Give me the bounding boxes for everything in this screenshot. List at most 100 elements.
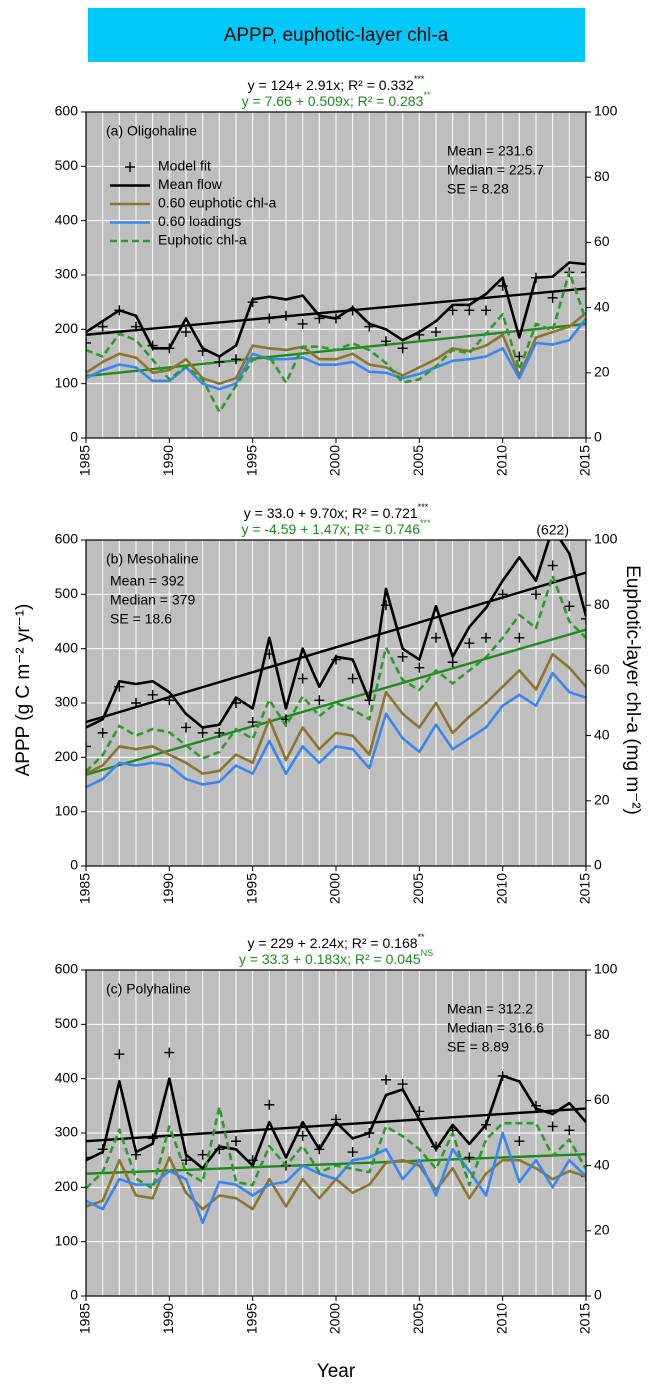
- y-axis-label: APPP (g C m⁻² yr⁻¹): [13, 604, 34, 777]
- x-tick-label: 1985: [77, 1303, 93, 1334]
- y-tick-label: 100: [55, 1232, 79, 1248]
- figure-title: APPP, euphotic-layer chl-a: [224, 25, 449, 46]
- panel-label: (c) Polyhaline: [106, 981, 191, 997]
- x-tick-label: 2015: [577, 1303, 593, 1334]
- y2-tick-label: 20: [594, 792, 610, 808]
- model-fit-marker: [581, 267, 586, 278]
- model-fit-marker: [531, 589, 541, 600]
- y-tick-label: 100: [55, 802, 79, 818]
- model-fit-marker: [547, 292, 558, 303]
- model-fit-marker: [547, 1121, 558, 1132]
- model-fit-marker: [97, 321, 108, 332]
- x-tick-label: 2005: [410, 445, 426, 476]
- significance: ***: [414, 74, 425, 84]
- x-tick-label: 1995: [243, 445, 259, 476]
- y-tick-label: 500: [55, 1015, 79, 1031]
- y2-tick-label: 80: [594, 168, 610, 184]
- plot-area: [86, 261, 586, 414]
- y-tick-label: 0: [70, 857, 78, 873]
- model-fit-marker: [431, 327, 441, 338]
- series-line: [86, 312, 586, 385]
- model-fit-marker: [314, 695, 325, 706]
- equation: y = 7.66 + 0.509x; R² = 0.283**: [242, 90, 431, 108]
- x-tick-label: 2000: [327, 873, 343, 904]
- y-tick-label: 200: [55, 748, 79, 764]
- y2-tick-label: 0: [594, 1287, 602, 1303]
- y2-tick-label: 20: [594, 364, 610, 380]
- x-tick-label: 2010: [493, 873, 509, 904]
- legend-label: Euphotic chl-a: [158, 232, 247, 248]
- y-tick-label: 500: [55, 157, 79, 173]
- series-line: [86, 652, 586, 775]
- y2-axis-label: Euphotic-layer chl-a (mg m⁻²): [622, 565, 643, 815]
- model-fit-marker: [297, 673, 308, 684]
- y-tick-label: 0: [70, 1287, 78, 1303]
- model-fit-marker: [264, 1099, 275, 1110]
- model-fit-marker: [447, 657, 458, 668]
- x-tick-label: 1990: [160, 445, 176, 476]
- model-fit-marker: [397, 651, 408, 662]
- x-tick-label: 1990: [160, 873, 176, 904]
- x-tick-label: 2000: [327, 445, 343, 476]
- series-line: [86, 261, 586, 358]
- y-tick-label: 400: [55, 211, 79, 227]
- model-fit-marker: [497, 589, 508, 600]
- model-fit-marker: [281, 310, 291, 321]
- model-fit-marker: [131, 698, 141, 708]
- stat: Mean = 392: [110, 573, 185, 589]
- model-fit-marker: [581, 613, 586, 624]
- equation-text: y = 7.66 + 0.509x; R² = 0.283: [242, 93, 424, 109]
- series-line: [86, 540, 586, 729]
- series-line: [86, 671, 586, 789]
- x-tick-label: 1995: [243, 1303, 259, 1334]
- equation-text: y = 124+ 2.91x; R² = 0.332: [248, 77, 414, 93]
- y-tick-label: 200: [55, 320, 79, 336]
- model-fit-marker: [414, 662, 425, 673]
- y2-tick-label: 100: [594, 531, 618, 547]
- y2-tick-label: 100: [594, 961, 618, 977]
- panel-label: (b) Mesohaline: [106, 551, 199, 567]
- x-tick-label: 2000: [327, 1303, 343, 1334]
- x-tick-label: 2015: [577, 445, 593, 476]
- series-line: [86, 270, 586, 414]
- series-line: [86, 1105, 586, 1190]
- y2-tick-label: 100: [594, 103, 618, 119]
- y2-tick-label: 80: [594, 1026, 610, 1042]
- series-line: [86, 574, 586, 773]
- y-tick-label: 400: [55, 639, 79, 655]
- stat: Mean = 231.6: [447, 143, 533, 159]
- legend-label: 0.60 euphotic chl-a: [158, 195, 277, 211]
- stat: Median = 379: [110, 592, 195, 608]
- plot-frame: [85, 969, 587, 1297]
- model-fit-marker: [431, 632, 441, 643]
- significance: **: [418, 932, 426, 942]
- stat: SE = 18.6: [110, 611, 172, 627]
- plot-frame: [85, 111, 587, 439]
- x-tick-label: 1985: [77, 445, 93, 476]
- model-fit-marker: [464, 305, 475, 316]
- significance: **: [423, 90, 431, 100]
- y-tick-label: 600: [55, 531, 79, 547]
- legend-label: Mean flow: [158, 176, 223, 192]
- model-fit-marker: [564, 601, 575, 612]
- equation-text: y = -4.59 + 1.47x; R² = 0.746: [241, 521, 420, 537]
- equation: y = 33.0 + 9.70x; R² = 0.721***: [244, 502, 429, 520]
- x-tick-label: 2010: [493, 445, 509, 476]
- model-fit-marker: [86, 337, 91, 348]
- series-line: [86, 1131, 586, 1224]
- model-fit-marker: [381, 336, 391, 347]
- model-fit-marker: [181, 722, 191, 733]
- model-fit-marker: [164, 1047, 175, 1058]
- trend-line: [86, 1107, 586, 1143]
- x-tick-label: 2005: [410, 873, 426, 904]
- model-fit-marker: [447, 305, 458, 316]
- model-fit-marker: [297, 318, 308, 329]
- equation: y = 33.3 + 0.183x; R² = 0.045NS: [239, 948, 433, 966]
- significance: NS: [421, 948, 434, 958]
- equation: y = -4.59 + 1.47x; R² = 0.746***: [241, 518, 431, 536]
- model-fit-marker: [564, 1125, 575, 1136]
- trend-line: [86, 628, 586, 776]
- model-fit-marker: [264, 313, 275, 324]
